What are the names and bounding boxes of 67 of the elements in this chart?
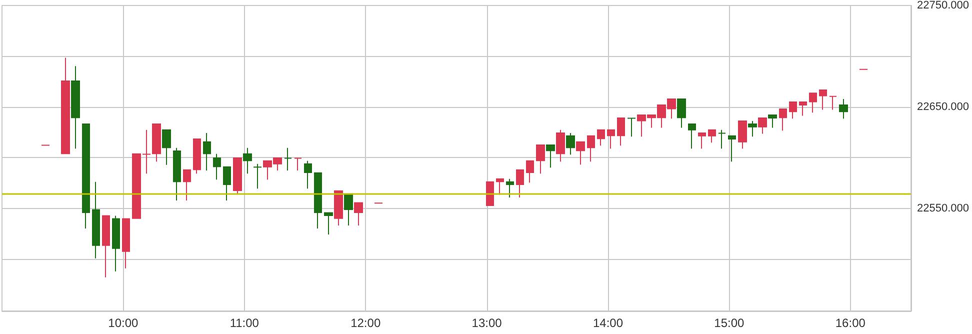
- candlestick: [516, 169, 524, 198]
- candlestick: [334, 190, 343, 226]
- candlestick: [526, 160, 534, 184]
- candlestick: [71, 66, 80, 150]
- candlestick: [486, 181, 494, 206]
- candlestick: [162, 129, 171, 166]
- x-tick-label: 12:00: [350, 316, 381, 330]
- candlestick: [223, 166, 231, 201]
- candlestick: [587, 135, 595, 162]
- x-tick-label: 15:00: [714, 316, 745, 330]
- candlestick: [819, 90, 827, 110]
- candlestick: [213, 153, 221, 180]
- x-tick-label: 16:00: [835, 316, 866, 330]
- candlestick: [183, 169, 191, 201]
- candlestick: [506, 178, 514, 198]
- candlestick: [122, 218, 130, 269]
- candlestick: [779, 108, 787, 132]
- candlestick: [253, 163, 262, 190]
- candlestick: [102, 215, 110, 278]
- candlestick: [203, 132, 211, 172]
- y-tick-label: 22650.000: [917, 100, 969, 113]
- candlestick: [607, 129, 615, 150]
- candlestick: [112, 215, 120, 272]
- candlestick: [233, 157, 242, 195]
- candlestick: [193, 138, 201, 174]
- x-tick-label: 11:00: [230, 316, 260, 330]
- candlestick: [829, 96, 837, 110]
- candlestick: [496, 178, 504, 196]
- candlestick: [789, 102, 797, 120]
- candlestick: [344, 193, 353, 226]
- candlestick: [728, 135, 736, 162]
- candlestick: [546, 144, 555, 168]
- candlestick: [677, 98, 686, 128]
- candlestick: [597, 129, 605, 146]
- x-tick-label: 13:00: [472, 316, 502, 330]
- candlestick: [748, 120, 757, 138]
- x-tick-label: 14:00: [592, 316, 624, 330]
- candlestick: [839, 98, 848, 120]
- candlestick: [354, 202, 363, 226]
- candlestick: [688, 123, 696, 150]
- candlestick: [324, 212, 333, 235]
- candlestick: [708, 129, 716, 144]
- candlestick: [556, 129, 565, 162]
- candlestick: [173, 147, 181, 201]
- candlestick: [698, 132, 706, 150]
- candlestick: [566, 132, 575, 156]
- candlestick: [284, 147, 292, 172]
- candlestick: [627, 118, 636, 138]
- candlestick: [314, 172, 322, 229]
- candlestick: [294, 158, 302, 172]
- y-tick-label: 22750.000: [917, 0, 969, 12]
- candlestick: [809, 92, 817, 114]
- x-tick-label: 10:00: [108, 316, 139, 330]
- candlestick: [799, 102, 807, 116]
- candlestick: [617, 117, 625, 146]
- candlestick: [718, 129, 726, 150]
- candlestick: [758, 117, 767, 134]
- candlestick: [243, 147, 252, 174]
- candlestick: [738, 120, 747, 150]
- candlestick: [92, 181, 100, 259]
- candlestick: [304, 160, 312, 190]
- y-tick-label: 22550.000: [917, 202, 969, 214]
- candlestick: [61, 57, 70, 154]
- candlestick: [536, 144, 545, 174]
- candlestick: [82, 123, 90, 229]
- candlestick: [768, 114, 777, 128]
- candlestick: [576, 141, 585, 166]
